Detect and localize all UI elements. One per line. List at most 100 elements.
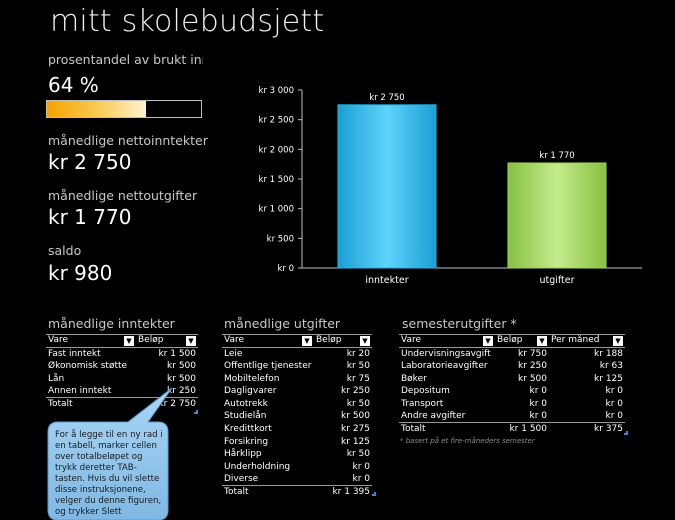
column-header-item[interactable]: Vare ▼ [399, 335, 495, 348]
column-header-amount[interactable]: Beløp ▼ [495, 335, 549, 348]
cell-item[interactable]: Mobiltelefon [224, 373, 280, 384]
cell-amount[interactable]: kr 50 [346, 398, 370, 409]
cell-item[interactable]: Bøker [401, 373, 427, 384]
cell-item[interactable]: Underholdning [224, 461, 291, 472]
table-row[interactable]: Offentlige tjenester kr 50 [222, 360, 372, 373]
income-table[interactable]: Vare ▼ Beløp ▼ Fast inntekt kr 1 500 Økonomi… [46, 334, 198, 410]
cell-item[interactable]: Leie [224, 348, 243, 359]
total-value[interactable]: kr 1 395 [332, 487, 370, 498]
table-row[interactable]: Studielån kr 500 [222, 410, 372, 423]
cell-item[interactable]: Hårklipp [224, 449, 262, 460]
cell-amount[interactable]: kr 75 [346, 373, 370, 384]
cell-item[interactable]: Andre avgifter [401, 411, 466, 422]
cell-item[interactable]: Annen inntekt [48, 385, 112, 396]
cell-amount[interactable]: kr 125 [341, 436, 370, 447]
filter-dropdown-icon[interactable]: ▼ [613, 336, 623, 347]
cell-amount[interactable]: kr 500 [167, 360, 196, 371]
filter-dropdown-icon[interactable]: ▼ [483, 336, 493, 347]
cell-amount[interactable]: kr 500 [167, 373, 196, 384]
semester-table[interactable]: Vare ▼ Beløp ▼ Per måned ▼ Undervisningsavg… [399, 334, 625, 435]
table-row[interactable]: Depositum kr 0 kr 0 [399, 385, 625, 398]
cell-per-month[interactable]: kr 63 [599, 360, 623, 371]
expenses-table[interactable]: Vare ▼ Beløp ▼ Leie kr 20 Offentlige tjenest… [222, 334, 372, 498]
y-tick-label: kr 2 500 [259, 116, 294, 126]
table-row[interactable]: Undervisningsavgift kr 750 kr 188 [399, 347, 625, 360]
cell-amount[interactable]: kr 275 [341, 423, 370, 434]
filter-dropdown-icon[interactable]: ▼ [302, 336, 312, 347]
cell-item[interactable]: Studielån [224, 411, 267, 422]
column-header-per-month[interactable]: Per måned ▼ [549, 335, 625, 348]
cell-amount[interactable]: kr 0 [352, 474, 371, 485]
table-row[interactable]: Hårklipp kr 50 [222, 448, 372, 461]
table-row[interactable]: Leie kr 20 [222, 347, 372, 360]
column-header-amount[interactable]: Beløp ▼ [314, 335, 372, 348]
total-monthly-value[interactable]: kr 375 [594, 424, 623, 435]
cell-per-month[interactable]: kr 125 [594, 373, 623, 384]
table-resize-handle[interactable] [194, 410, 198, 414]
cell-item[interactable]: Transport [401, 398, 444, 409]
cell-amount[interactable]: kr 500 [518, 373, 547, 384]
table-row[interactable]: Diverse kr 0 [222, 473, 372, 486]
table-row[interactable]: Forsikring kr 125 [222, 435, 372, 448]
filter-dropdown-icon[interactable]: ▼ [360, 336, 370, 347]
cell-amount[interactable]: kr 0 [352, 461, 371, 472]
bar-utgifter[interactable] [507, 162, 607, 269]
cell-item[interactable]: Diverse [224, 474, 259, 485]
cell-item[interactable]: Kredittkort [224, 423, 272, 434]
table-row[interactable]: Fast inntekt kr 1 500 [46, 347, 198, 360]
cell-item[interactable]: Fast inntekt [48, 348, 101, 359]
table-row[interactable]: Bøker kr 500 kr 125 [399, 372, 625, 385]
table-row[interactable]: Lån kr 500 [46, 372, 198, 385]
cell-item[interactable]: Forsikring [224, 436, 269, 447]
cell-amount[interactable]: kr 250 [341, 386, 370, 397]
cell-item[interactable]: Offentlige tjenester [224, 360, 312, 371]
cell-amount[interactable]: kr 20 [346, 348, 370, 359]
cell-amount[interactable]: kr 0 [529, 398, 548, 409]
cell-per-month[interactable]: kr 188 [594, 348, 623, 359]
table-row[interactable]: Underholdning kr 0 [222, 460, 372, 473]
cell-item[interactable]: Depositum [401, 386, 450, 397]
percent-used-bar-fill [47, 101, 146, 117]
table-row[interactable]: Mobiltelefon kr 75 [222, 372, 372, 385]
filter-dropdown-icon[interactable]: ▼ [537, 336, 547, 347]
cell-amount[interactable]: kr 50 [346, 449, 370, 460]
bar-inntekter[interactable] [337, 104, 437, 269]
table-resize-handle[interactable] [372, 492, 376, 496]
column-header-item[interactable]: Vare ▼ [222, 335, 314, 348]
table-row[interactable]: Transport kr 0 kr 0 [399, 397, 625, 410]
total-value[interactable]: kr 1 500 [509, 424, 547, 435]
income-expense-chart[interactable]: kr 0 kr 500 kr 1 000 kr 1 500 kr 2 000 kr 2 5… [250, 78, 650, 298]
table-row[interactable]: Andre avgifter kr 0 kr 0 [399, 410, 625, 423]
cell-item[interactable]: Økonomisk støtte [48, 360, 128, 371]
percent-used-value: 64 % [48, 73, 99, 97]
cell-item[interactable]: Dagligvarer [224, 386, 277, 397]
cell-per-month[interactable]: kr 0 [605, 398, 624, 409]
cell-amount[interactable]: kr 0 [529, 386, 548, 397]
column-header-amount[interactable]: Beløp ▼ [136, 335, 198, 348]
cell-per-month[interactable]: kr 0 [605, 386, 624, 397]
total-value[interactable]: kr 2 750 [158, 399, 196, 410]
cell-amount[interactable]: kr 50 [346, 360, 370, 371]
table-row[interactable]: Autotrekk kr 50 [222, 397, 372, 410]
cell-amount[interactable]: kr 500 [341, 411, 370, 422]
table-row[interactable]: Økonomisk støtte kr 500 [46, 360, 198, 373]
cell-amount[interactable]: kr 250 [518, 360, 547, 371]
cell-amount[interactable]: kr 1 500 [158, 348, 196, 359]
cell-per-month[interactable]: kr 0 [605, 411, 624, 422]
table-row[interactable]: Dagligvarer kr 250 [222, 385, 372, 398]
column-header-item[interactable]: Vare ▼ [46, 335, 136, 348]
filter-dropdown-icon[interactable]: ▼ [186, 336, 196, 347]
cell-amount[interactable]: kr 0 [529, 411, 548, 422]
x-tick-label: inntekter [365, 275, 408, 286]
filter-dropdown-icon[interactable]: ▼ [124, 336, 134, 347]
table-row[interactable]: Annen inntekt kr 250 [46, 385, 198, 398]
table-resize-handle[interactable] [624, 431, 628, 435]
cell-item[interactable]: Autotrekk [224, 398, 268, 409]
cell-item[interactable]: Laboratorieavgifter [401, 360, 488, 371]
cell-item[interactable]: Lån [48, 373, 65, 384]
table-row[interactable]: Laboratorieavgifter kr 250 kr 63 [399, 360, 625, 373]
cell-amount[interactable]: kr 250 [167, 385, 196, 396]
cell-item[interactable]: Undervisningsavgift [401, 348, 491, 359]
table-row[interactable]: Kredittkort kr 275 [222, 423, 372, 436]
cell-amount[interactable]: kr 750 [518, 348, 547, 359]
